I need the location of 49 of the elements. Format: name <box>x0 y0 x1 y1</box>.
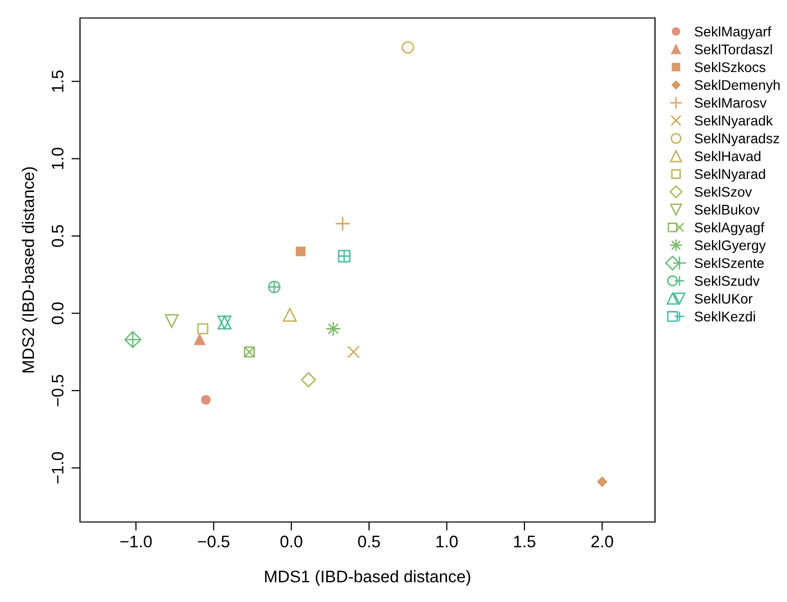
x-tick-label: 0.0 <box>280 536 302 548</box>
point <box>164 314 179 328</box>
x-tick-label: 2.0 <box>591 536 614 548</box>
y-tick-label: 0.0 <box>52 302 64 324</box>
legend-label: SeklNyaradk <box>694 115 773 128</box>
legend-label: SeklNyarad <box>694 168 765 182</box>
x-tick-label: −0.5 <box>198 536 230 548</box>
point <box>402 41 414 54</box>
point <box>282 308 297 322</box>
y-tick-label: −1.0 <box>52 452 64 484</box>
point <box>124 331 142 348</box>
legend-label: SeklSzudv <box>694 276 760 286</box>
x-tick-label: 0.5 <box>358 536 380 548</box>
legend-label: SeklHavad <box>694 150 760 162</box>
y-tick-label: 1.5 <box>52 70 64 92</box>
y-axis-title: MDS2 (IBD-based distance) <box>22 167 38 372</box>
legend-label: SeklSzov <box>694 186 752 197</box>
point <box>201 395 211 405</box>
point <box>300 372 316 388</box>
point <box>218 316 232 330</box>
y-tick-label: 1.0 <box>52 148 64 169</box>
x-axis-title: MDS1 (IBD-based distance) <box>265 570 470 586</box>
point <box>597 476 608 487</box>
point <box>347 346 360 358</box>
point <box>338 250 350 262</box>
point <box>296 246 306 256</box>
point <box>197 323 208 334</box>
legend-label: SeklUKor <box>694 293 753 304</box>
legend-label: SeklKezdi <box>694 311 755 322</box>
legend-label: SeklDemenyh <box>694 80 780 93</box>
y-tick-label: −0.5 <box>52 374 64 406</box>
x-tick-label: −1.0 <box>120 536 152 548</box>
x-tick-label: 1.0 <box>436 536 458 548</box>
point <box>326 321 341 336</box>
legend-label: SeklMarosv <box>694 98 767 108</box>
legend-label: SeklNyaradsz <box>694 133 780 146</box>
legend-label: SeklSzkocs <box>694 62 766 72</box>
legend-label: SeklBukov <box>694 204 760 215</box>
point <box>244 346 255 358</box>
x-tick-label: 1.5 <box>514 536 536 548</box>
point <box>194 334 206 346</box>
point <box>268 280 281 294</box>
y-tick-label: 0.5 <box>52 225 64 247</box>
legend-label: SeklAgyagf <box>694 222 764 236</box>
legend-label: SeklTordaszl <box>694 44 772 54</box>
legend-label: SeklMagyarf <box>694 26 772 40</box>
point <box>334 216 350 232</box>
legend-label: SeklGyergy <box>694 240 766 253</box>
legend-label: SeklSzente <box>694 258 764 268</box>
